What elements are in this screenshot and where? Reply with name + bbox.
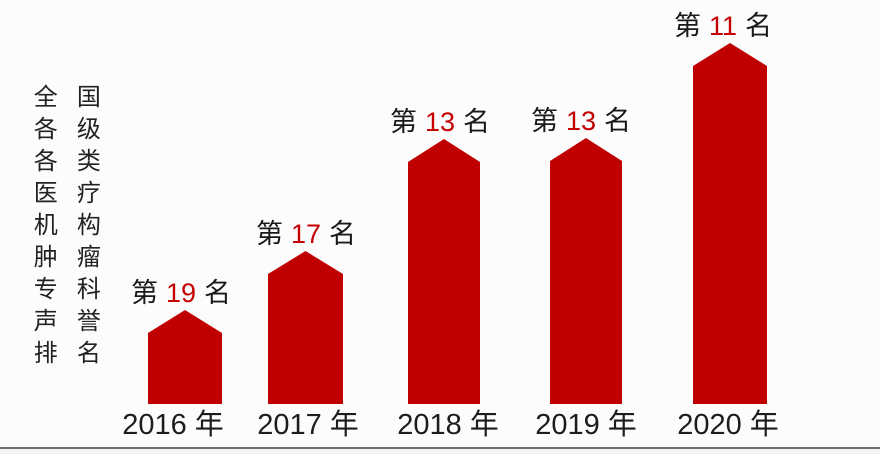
rank-suffix: 名 — [604, 106, 632, 136]
rank-number-2016: 19 — [165, 278, 197, 308]
bar-2020 — [693, 43, 767, 404]
title-column-right: 国级类疗构瘤科誉名 — [72, 84, 100, 372]
rank-label-2017: 第 17 名 — [256, 219, 356, 249]
chart-title-vertical: 全各各医机肿专声排 国级类疗构瘤科誉名 — [29, 84, 100, 372]
rank-prefix: 第 — [530, 106, 558, 136]
year-label-2019: 2019 年 — [535, 409, 637, 441]
rank-label-2018: 第 13 名 — [390, 107, 490, 137]
bar-2018 — [408, 139, 480, 404]
rank-suffix: 名 — [745, 11, 773, 41]
rank-prefix: 第 — [255, 219, 283, 249]
bar-2017 — [268, 251, 343, 404]
rank-label-2019: 第 13 名 — [531, 106, 631, 136]
year-label-2016: 2016 年 — [122, 409, 224, 441]
year-label-2020: 2020 年 — [677, 409, 779, 441]
rank-number-2018: 13 — [424, 107, 456, 137]
rank-suffix: 名 — [204, 278, 232, 308]
rank-prefix: 第 — [130, 278, 158, 308]
bottom-divider — [0, 447, 880, 449]
year-label-2018: 2018 年 — [397, 409, 499, 441]
year-label-2017: 2017 年 — [257, 409, 359, 441]
rank-prefix: 第 — [673, 11, 701, 41]
rank-prefix: 第 — [389, 107, 417, 137]
bar-2016 — [148, 310, 222, 404]
title-column-left: 全各各医机肿专声排 — [29, 84, 57, 372]
rank-label-2020: 第 11 名 — [674, 11, 772, 41]
bottom-divider-shadow — [0, 449, 880, 454]
bar-2019 — [550, 138, 622, 404]
rank-number-2020: 11 — [708, 11, 738, 41]
rank-suffix: 名 — [329, 219, 357, 249]
rank-label-2016: 第 19 名 — [131, 278, 231, 308]
rank-number-2019: 13 — [565, 106, 597, 136]
rank-suffix: 名 — [463, 107, 491, 137]
rank-number-2017: 17 — [290, 219, 322, 249]
